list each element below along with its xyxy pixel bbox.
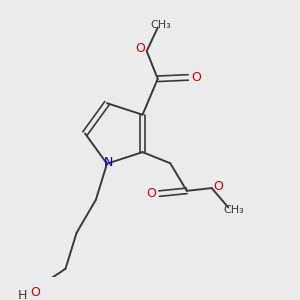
Text: N: N bbox=[104, 156, 114, 169]
Text: O: O bbox=[31, 286, 40, 299]
Text: O: O bbox=[135, 42, 145, 56]
Text: CH₃: CH₃ bbox=[224, 205, 244, 215]
Text: CH₃: CH₃ bbox=[151, 20, 171, 30]
Text: H: H bbox=[18, 290, 27, 300]
Text: O: O bbox=[191, 71, 201, 84]
Text: O: O bbox=[146, 187, 156, 200]
Text: O: O bbox=[214, 180, 224, 193]
